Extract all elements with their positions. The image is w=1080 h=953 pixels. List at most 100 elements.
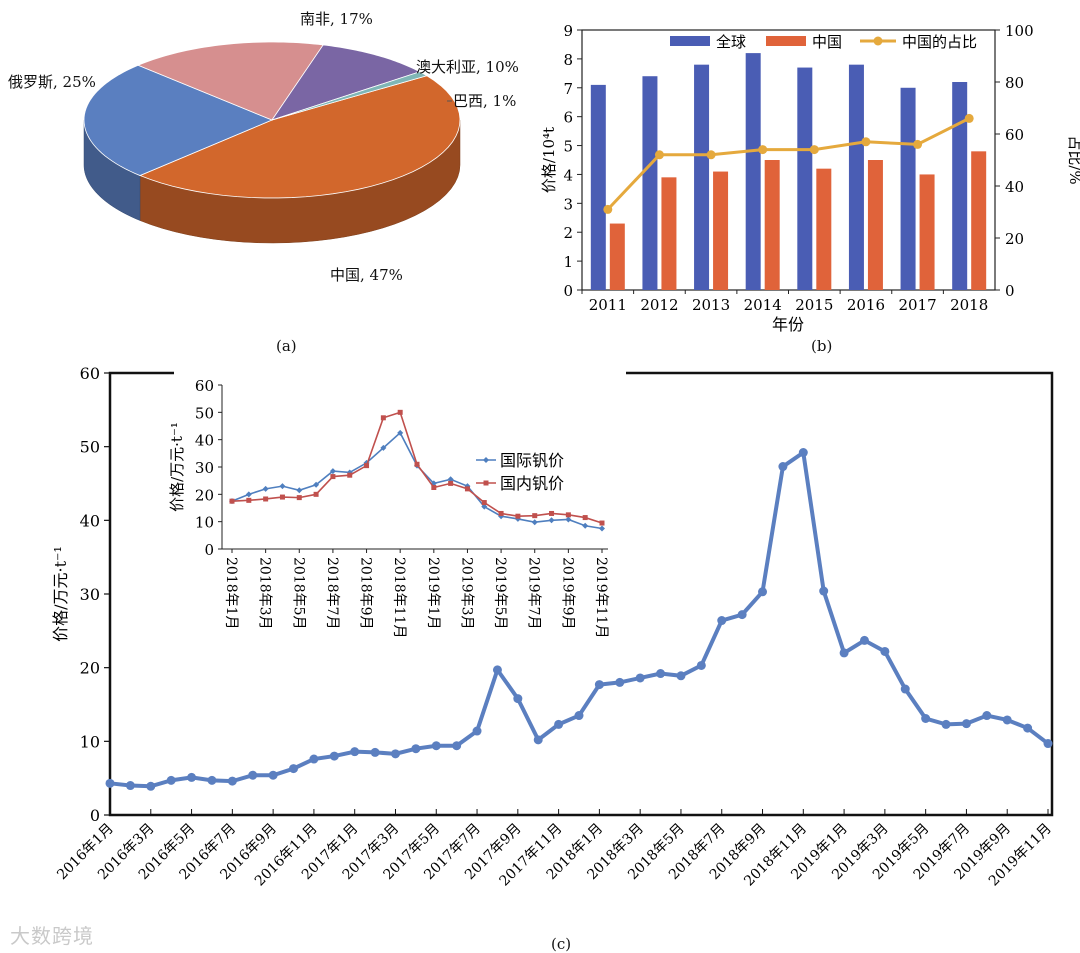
inset-point <box>447 476 454 483</box>
y-tick-label: 0 <box>563 282 573 300</box>
y2-tick-label: 60 <box>1005 126 1024 144</box>
inset-point <box>599 525 605 532</box>
inset-point <box>548 517 555 524</box>
bar-china <box>971 151 987 290</box>
price-point <box>819 586 829 596</box>
price-point <box>1043 739 1053 749</box>
main-line-chart: 0102030405060价格/万元·t⁻¹2016年1月2016年3月2016… <box>51 364 1055 889</box>
pie-label: 俄罗斯, 25% <box>8 73 96 91</box>
price-point <box>900 684 910 694</box>
inset-y-tick-label: 0 <box>204 541 214 559</box>
price-point <box>472 726 482 736</box>
inset-y-tick-label: 30 <box>195 459 214 477</box>
bar-global <box>590 84 606 290</box>
inset-point <box>582 522 589 529</box>
inset-x-tick-label: 2019年5月 <box>492 557 508 630</box>
x-tick-label: 2017 <box>898 296 936 314</box>
pie-slice-巴西 <box>271 71 428 121</box>
inset-point <box>498 510 504 516</box>
inset-point <box>364 463 370 469</box>
bar-global <box>848 64 864 291</box>
y2-axis-label: 占比/% <box>1066 135 1080 184</box>
y2-tick-label: 20 <box>1005 230 1024 248</box>
price-point <box>737 610 747 620</box>
inset-y-tick-label: 40 <box>195 432 214 450</box>
x-tick-label: 2014 <box>744 296 782 314</box>
pie-slice-澳大利亚 <box>271 44 421 121</box>
price-point <box>289 764 299 774</box>
pie-label: 巴西, 1% <box>453 92 516 110</box>
inset-point <box>448 480 454 486</box>
x-tick-label: 2015 <box>795 296 833 314</box>
line-point <box>913 139 923 149</box>
y-tick-label: 50 <box>80 438 100 457</box>
price-point <box>350 747 360 757</box>
x-tick-label: 2012 <box>640 296 678 314</box>
y-tick-label: 1 <box>563 253 573 271</box>
y-axis-label: 价格/万元·t⁻¹ <box>51 546 70 642</box>
inset-legend-marker <box>483 480 489 486</box>
bar-china <box>816 168 832 290</box>
legend-label: 中国的占比 <box>902 33 977 51</box>
inset-legend-marker <box>483 457 489 463</box>
inset-x-tick-label: 2018年5月 <box>290 557 306 630</box>
inset-point <box>313 481 320 488</box>
inset-point <box>515 513 521 519</box>
inset-x-tick-label: 2018年1月 <box>223 557 239 630</box>
inset-point <box>263 496 269 502</box>
y-tick-label: 40 <box>80 511 100 530</box>
price-point <box>513 694 523 704</box>
inset-y-axis-label: 价格/万元·t⁻¹ <box>168 422 186 512</box>
inset-point <box>346 469 353 476</box>
price-point <box>880 646 890 656</box>
inset-point <box>296 487 303 494</box>
price-point <box>187 772 197 782</box>
y-tick-label: 3 <box>563 195 573 213</box>
bar-global <box>900 87 916 291</box>
inset-point <box>531 519 538 526</box>
y-tick-label: 0 <box>90 806 100 825</box>
price-point <box>758 587 768 597</box>
x-tick-label: 2011 <box>589 296 627 314</box>
price-point <box>839 648 849 658</box>
inset-x-tick-label: 2019年11月 <box>593 557 609 638</box>
inset-point <box>330 474 336 480</box>
inset-x-tick-label: 2018年9月 <box>358 557 374 630</box>
bar-china <box>764 160 780 290</box>
y-tick-label: 2 <box>563 224 573 242</box>
y2-tick-label: 0 <box>1005 282 1015 300</box>
inset-y-tick-label: 10 <box>195 514 214 532</box>
price-point <box>594 680 604 690</box>
inset-y-tick-label: 20 <box>195 486 214 504</box>
inset-point <box>245 491 252 498</box>
bar-china <box>713 171 729 290</box>
inset-point <box>246 497 252 503</box>
price-point <box>859 635 869 645</box>
inset-point <box>329 468 336 475</box>
inset-point <box>380 415 386 421</box>
inset-x-tick-label: 2019年9月 <box>559 557 575 630</box>
inset-point <box>599 520 605 526</box>
price-point <box>778 462 788 472</box>
price-point <box>390 749 400 759</box>
caption-a: (a) <box>276 337 297 355</box>
bar-global <box>797 67 813 290</box>
pie-chart: 中国, 47% 俄罗斯, 25% 南非, 17% 澳大利亚, 10% 巴西, 1% <box>8 10 519 284</box>
price-point <box>798 448 808 458</box>
inset-point <box>397 429 404 436</box>
line-point <box>809 145 819 155</box>
y-tick-label: 10 <box>80 732 100 751</box>
y-tick-label: 9 <box>563 22 573 40</box>
inset-point <box>380 444 387 451</box>
price-point <box>635 673 645 683</box>
line-point <box>861 137 871 147</box>
price-point <box>982 711 992 721</box>
inset-x-tick-label: 2019年3月 <box>458 557 474 630</box>
y-tick-label: 4 <box>563 166 573 184</box>
legend-swatch <box>670 36 710 46</box>
price-point <box>452 741 462 751</box>
inset-point <box>565 512 571 518</box>
price-point <box>309 754 319 764</box>
inset-point <box>532 513 538 519</box>
price-point <box>615 677 625 687</box>
